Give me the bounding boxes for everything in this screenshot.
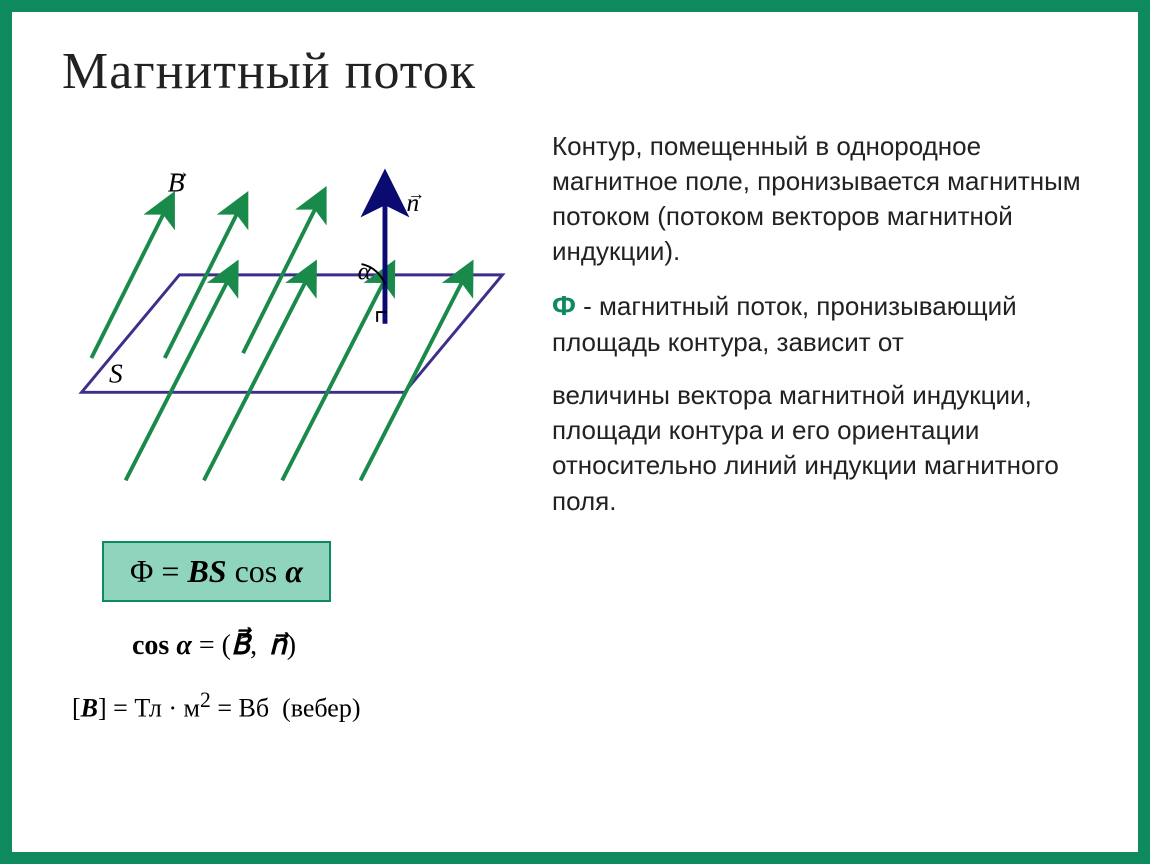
- description-p3: величины вектора магнитной индукции, пло…: [552, 378, 1088, 518]
- right-column: Контур, помещенный в однородное магнитно…: [552, 129, 1088, 724]
- alpha-label: α: [358, 257, 372, 286]
- left-column: B→ n→ α S Φ = BS cos α cos α = (B⃗,⌢n⃗) …: [62, 129, 522, 724]
- field-line: [361, 270, 469, 480]
- field-line: [282, 270, 390, 480]
- flux-diagram: B→ n→ α S: [62, 129, 522, 509]
- b-vector-label: B→: [168, 162, 191, 198]
- unit-formula: [B] = Тл · м2 = Вб (вебер): [72, 688, 522, 724]
- field-lines: [91, 197, 468, 481]
- p2-rest: - магнитный поток, пронизывающий площадь…: [552, 291, 1017, 357]
- description-p1: Контур, помещенный в однородное магнитно…: [552, 129, 1088, 269]
- description-p2: Ф - магнитный поток, пронизывающий площа…: [552, 287, 1088, 360]
- contour-shape: [82, 275, 503, 392]
- phi-symbol: Ф: [552, 290, 576, 321]
- content-row: B→ n→ α S Φ = BS cos α cos α = (B⃗,⌢n⃗) …: [62, 129, 1088, 724]
- main-formula: Φ = BS cos α: [102, 541, 331, 602]
- formula-text: Φ = BS cos α: [130, 553, 303, 589]
- cos-definition: cos α = (B⃗,⌢n⃗): [132, 628, 522, 662]
- field-line: [204, 270, 312, 480]
- field-line: [126, 270, 234, 480]
- page-title: Магнитный поток: [62, 42, 1088, 101]
- s-label: S: [109, 359, 123, 389]
- slide: Магнитный поток: [12, 12, 1138, 852]
- n-vector-label: n→: [407, 183, 426, 217]
- diagram-svg: B→ n→ α S: [62, 129, 522, 499]
